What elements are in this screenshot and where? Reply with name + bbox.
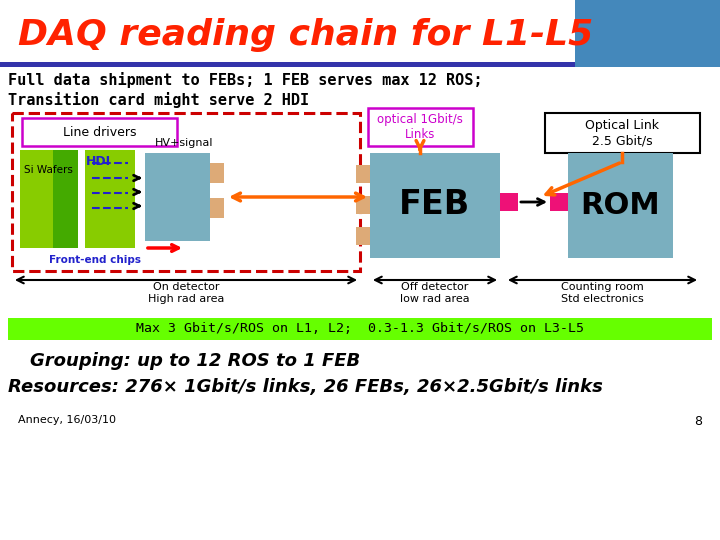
Bar [20,150,75,248]
Text: Off detector
low rad area: Off detector low rad area [400,282,470,303]
Text: ROM: ROM [580,191,660,219]
Text: Si Wafers: Si Wafers [24,165,73,175]
Text: Annecy, 16/03/10: Annecy, 16/03/10 [18,415,116,425]
Text: Front-end chips: Front-end chips [49,255,141,265]
Text: Grouping: up to 12 ROS to 1 FEB: Grouping: up to 12 ROS to 1 FEB [30,352,360,370]
Text: 8: 8 [694,415,702,428]
Text: Optical Link
2.5 Gbit/s: Optical Link 2.5 Gbit/s [585,119,659,147]
Bar [356,165,370,183]
Bar [210,198,224,218]
Bar [370,153,500,258]
Text: Transition card might serve 2 HDI: Transition card might serve 2 HDI [8,92,309,108]
Bar [0,62,575,67]
Bar [145,153,210,241]
Text: Max 3 Gbit/s/ROS on L1, L2;  0.3-1.3 Gbit/s/ROS on L3-L5: Max 3 Gbit/s/ROS on L1, L2; 0.3-1.3 Gbit… [136,322,584,335]
Bar [550,193,568,211]
Bar [500,193,518,211]
Bar [12,113,360,271]
Text: Resources: 276× 1Gbit/s links, 26 FEBs, 26×2.5Gbit/s links: Resources: 276× 1Gbit/s links, 26 FEBs, … [8,378,603,396]
Bar [356,227,370,245]
Bar [210,163,224,183]
Bar [8,318,712,340]
Text: DAQ reading chain for L1-L5: DAQ reading chain for L1-L5 [18,18,593,52]
Bar [368,108,473,146]
Bar [575,0,720,67]
Text: Full data shipment to FEBs; 1 FEB serves max 12 ROS;: Full data shipment to FEBs; 1 FEB serves… [8,72,482,88]
Text: FEB: FEB [400,188,471,221]
Text: On detector
High rad area: On detector High rad area [148,282,224,303]
Text: HDI: HDI [86,155,111,168]
Bar [568,153,673,258]
Text: Counting room
Std electronics: Counting room Std electronics [561,282,644,303]
Bar [545,113,700,153]
Bar [85,150,135,248]
Bar [356,196,370,214]
Text: Line drivers: Line drivers [63,125,137,138]
Bar [22,118,177,146]
Bar [53,150,78,248]
Text: optical 1Gbit/s
Links: optical 1Gbit/s Links [377,113,463,141]
Text: HV+signal: HV+signal [155,138,214,148]
